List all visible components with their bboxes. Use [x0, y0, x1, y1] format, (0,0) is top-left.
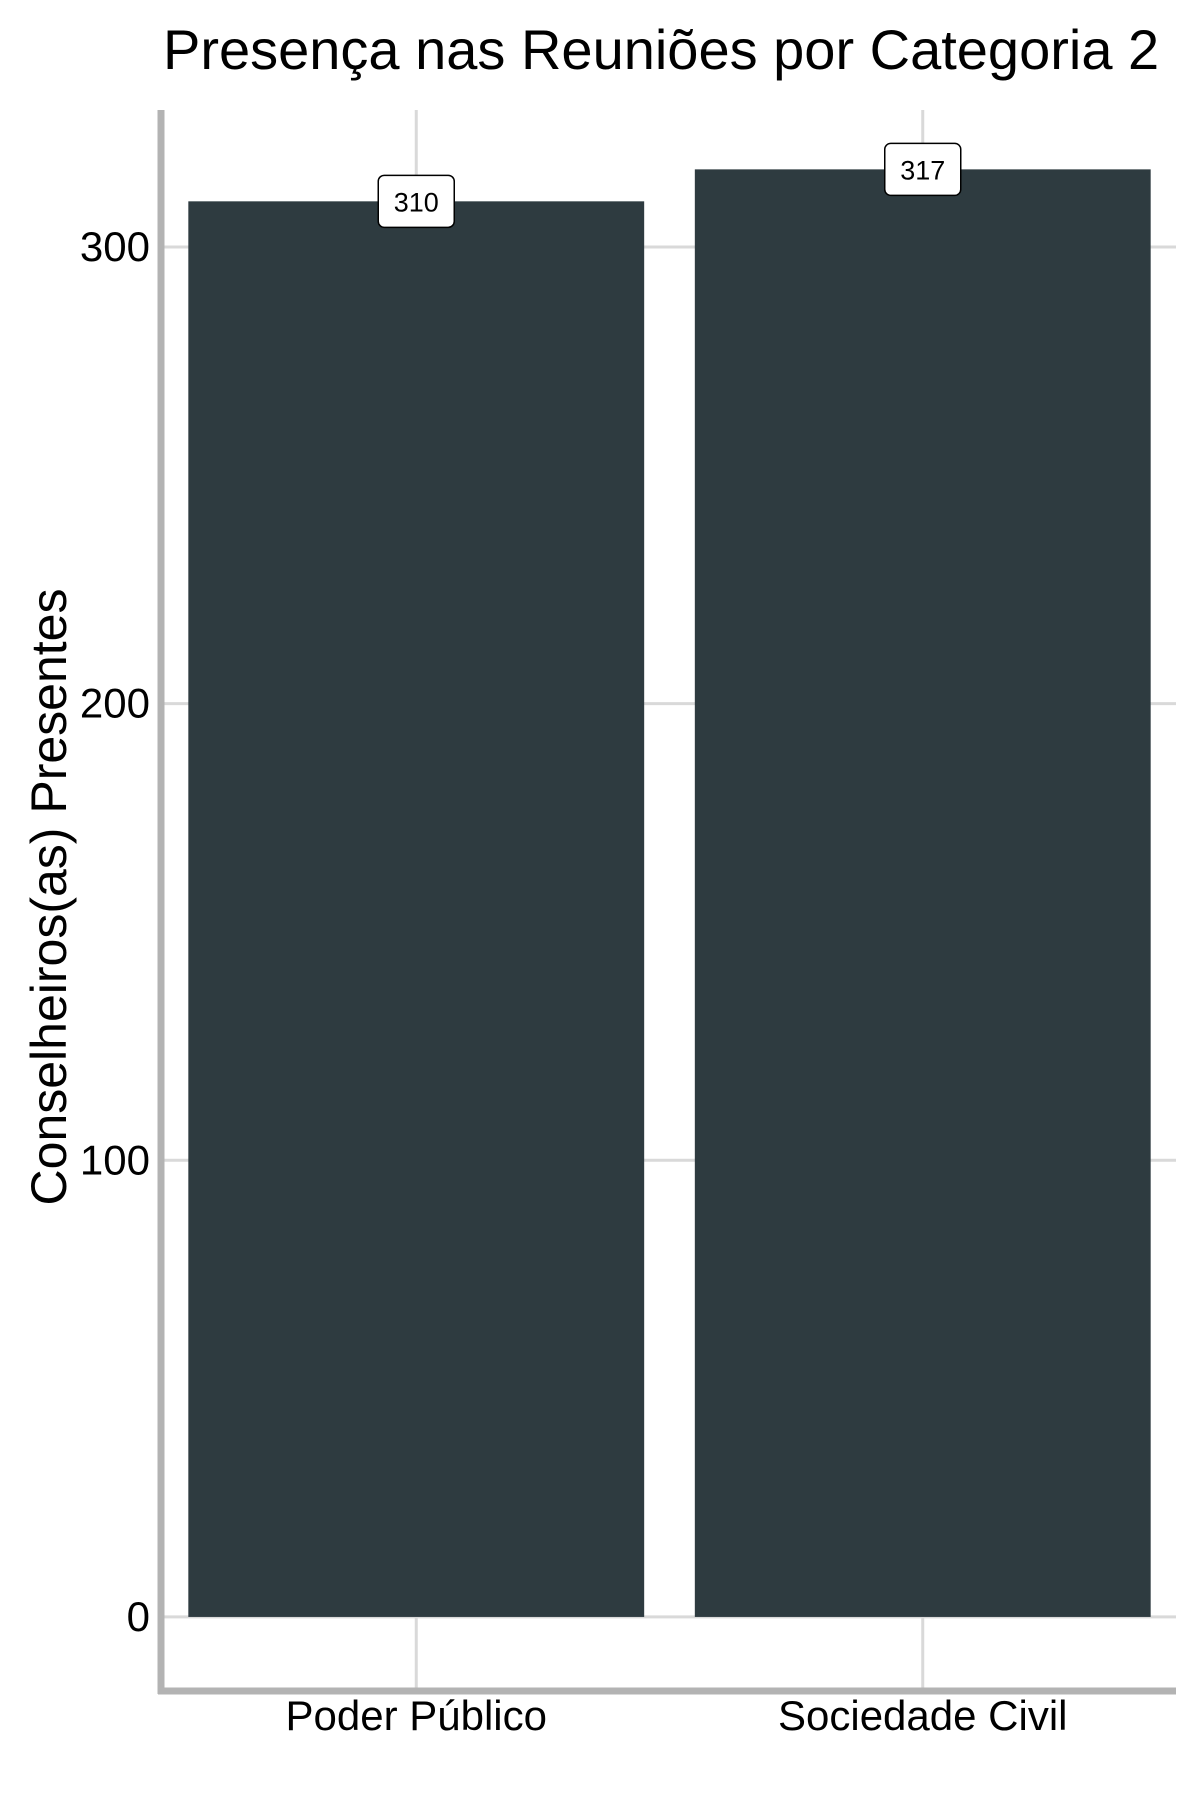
data-label: 317 [884, 142, 962, 197]
y-tick-label: 300 [80, 223, 150, 270]
y-tick-labels: 0 100 200 300 [80, 223, 150, 1640]
x-tick-label: Poder Público [286, 1692, 548, 1739]
x-tick-label: Sociedade Civil [778, 1692, 1068, 1739]
data-label: 310 [377, 174, 455, 229]
bars [188, 169, 1151, 1617]
y-tick-label: 0 [127, 1593, 150, 1640]
data-label-text: 310 [394, 187, 439, 217]
data-label-box [884, 142, 962, 197]
bar-0 [188, 201, 645, 1617]
bar-1 [694, 169, 1151, 1617]
chart-title: Presença nas Reuniões por Categoria 2 [163, 18, 1159, 81]
data-label-text: 317 [900, 155, 945, 185]
y-tick-label: 200 [80, 680, 150, 727]
y-tick-label: 100 [80, 1136, 150, 1183]
axes [157, 110, 1176, 1695]
x-tick-labels: Poder Público Sociedade Civil [286, 1692, 1068, 1739]
data-label-box [377, 174, 455, 229]
data-labels: 310 317 [377, 142, 962, 229]
y-axis-label: Conselheiros(as) Presentes [21, 589, 77, 1206]
